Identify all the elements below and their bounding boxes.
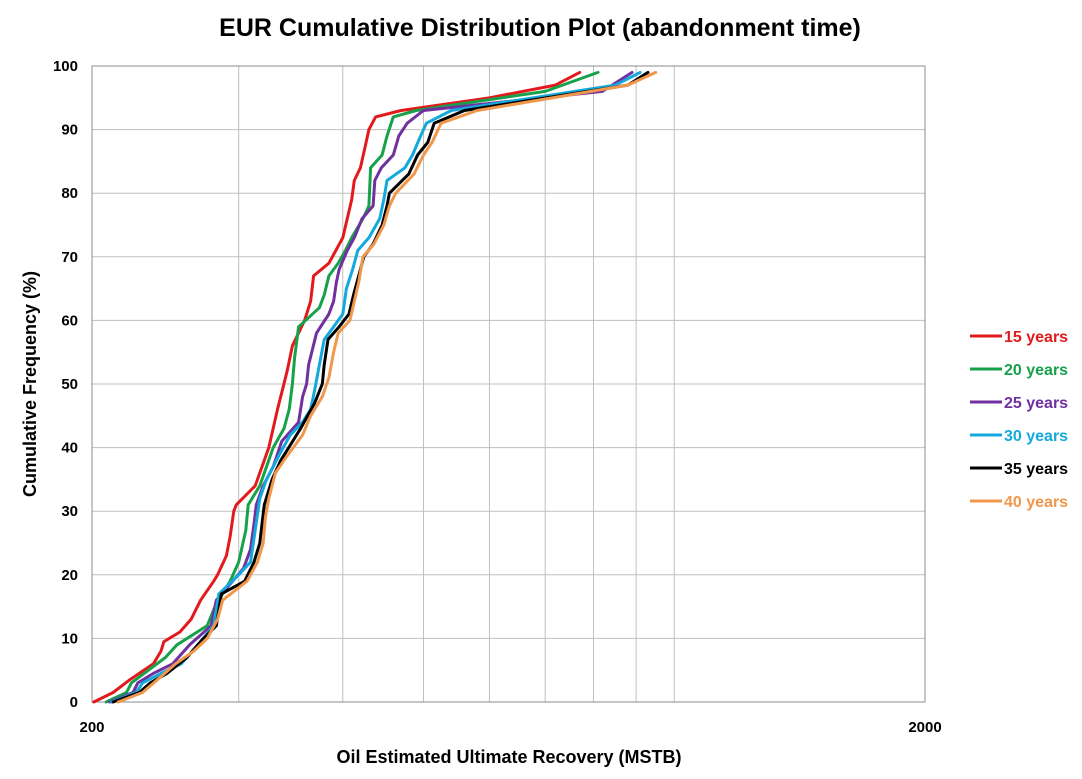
series-line-20-years (104, 70, 600, 704)
y-tick-label: 60 (61, 312, 78, 329)
legend-label: 15 years (1004, 329, 1068, 346)
legend-label: 30 years (1004, 428, 1068, 445)
y-tick-label: 0 (70, 694, 78, 711)
x-tick-label: 2000 (908, 719, 941, 736)
legend-label: 20 years (1004, 362, 1068, 379)
legend-label: 25 years (1004, 395, 1068, 412)
plot-area (91, 65, 926, 703)
grid (92, 66, 926, 702)
y-tick-label: 20 (61, 567, 78, 584)
x-tick-label: 200 (79, 719, 104, 736)
y-tick-label: 90 (61, 122, 78, 139)
y-tick-label: 80 (61, 185, 78, 202)
legend-label: 40 years (1004, 494, 1068, 511)
legend: 15 years 20 years 25 years 30 years 35 years… (970, 329, 1068, 511)
series-lines (92, 70, 658, 704)
x-axis-label: Oil Estimated Ultimate Recovery (MSTB) (336, 747, 681, 767)
series-line-15-years (92, 70, 582, 704)
chart-title: EUR Cumulative Distribution Plot (abando… (219, 14, 861, 42)
y-tick-label: 50 (61, 376, 78, 393)
y-tick-label: 100 (53, 58, 78, 75)
y-tick-label: 70 (61, 249, 78, 266)
y-tick-label: 30 (61, 503, 78, 520)
y-tick-label: 10 (61, 630, 78, 647)
legend-label: 35 years (1004, 461, 1068, 478)
series-line-40-years (116, 70, 658, 704)
y-tick-label: 40 (61, 440, 78, 457)
series-line-25-years (108, 70, 634, 704)
y-axis-label: Cumulative Frequency (%) (20, 271, 40, 497)
series-line-30-years (109, 70, 642, 704)
axis-ticks: 0 10 20 30 40 50 60 70 80 90 100 200 2000 (53, 58, 942, 736)
